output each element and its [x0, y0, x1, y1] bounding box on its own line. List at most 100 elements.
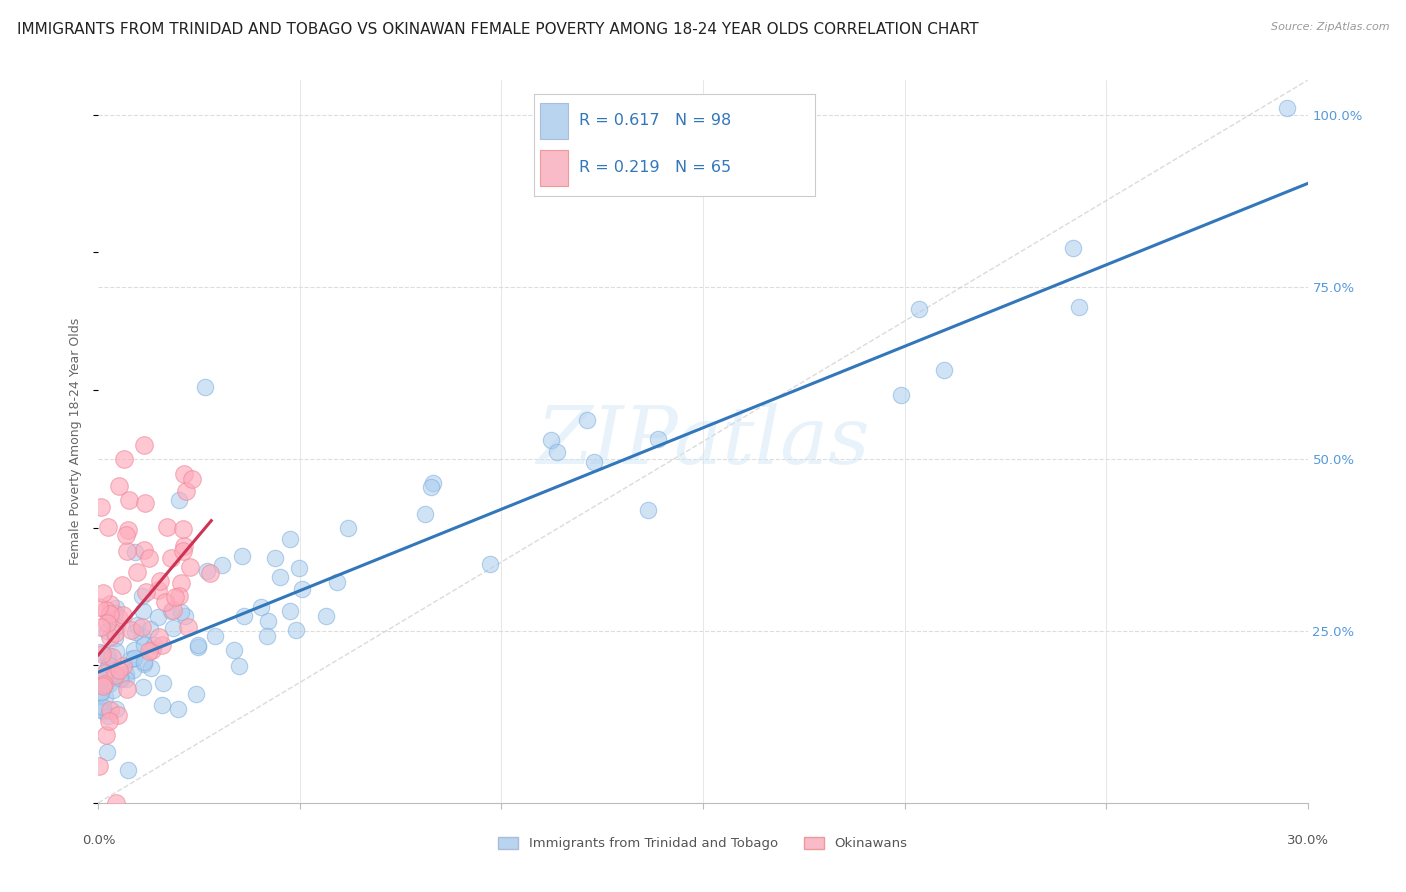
- Point: [90, 500, 112, 514]
- Text: 30.0%: 30.0%: [1286, 834, 1329, 847]
- Point: [150, 698, 173, 712]
- Point: [108, 611, 131, 625]
- Point: [278, 532, 301, 546]
- Point: [96, 615, 118, 630]
- Point: [98, 597, 121, 611]
- Point: [172, 522, 194, 536]
- Point: [98, 657, 121, 672]
- Point: [120, 623, 142, 637]
- Point: [89, 673, 111, 688]
- Point: [167, 589, 190, 603]
- Point: [125, 618, 148, 632]
- Point: [110, 578, 132, 592]
- Point: [139, 622, 162, 636]
- Point: [422, 476, 444, 491]
- Point: [177, 620, 200, 634]
- Point: [932, 363, 955, 377]
- Text: R = 0.617   N = 98: R = 0.617 N = 98: [579, 112, 731, 128]
- Point: [908, 301, 931, 316]
- Point: [231, 549, 253, 563]
- Point: [114, 666, 136, 681]
- Point: [124, 643, 146, 657]
- Point: [160, 550, 183, 565]
- Point: [256, 629, 278, 643]
- Point: [104, 702, 127, 716]
- Point: [187, 638, 209, 652]
- Point: [889, 387, 911, 401]
- Point: [107, 708, 129, 723]
- Point: [98, 714, 121, 728]
- Point: [222, 643, 245, 657]
- Point: [115, 672, 138, 686]
- Point: [156, 520, 179, 534]
- Point: [118, 493, 141, 508]
- Point: [131, 620, 153, 634]
- Point: [104, 625, 127, 640]
- Point: [96, 745, 118, 759]
- Point: [148, 630, 170, 644]
- FancyBboxPatch shape: [540, 150, 568, 186]
- Point: [269, 570, 291, 584]
- Point: [122, 651, 145, 665]
- Text: R = 0.219   N = 65: R = 0.219 N = 65: [579, 160, 731, 175]
- Point: [152, 675, 174, 690]
- Point: [117, 763, 139, 777]
- Point: [1062, 241, 1084, 255]
- Point: [110, 668, 132, 682]
- Point: [204, 629, 226, 643]
- Point: [479, 557, 502, 571]
- Point: [195, 564, 218, 578]
- Text: Source: ZipAtlas.com: Source: ZipAtlas.com: [1271, 22, 1389, 32]
- Point: [153, 595, 176, 609]
- Point: [94, 665, 117, 680]
- Point: [211, 558, 233, 572]
- Point: [174, 483, 197, 498]
- Point: [576, 413, 599, 427]
- Point: [97, 648, 120, 662]
- Point: [167, 493, 190, 508]
- Point: [97, 708, 120, 723]
- Point: [134, 657, 156, 672]
- Point: [167, 702, 190, 716]
- Point: [96, 603, 118, 617]
- Point: [91, 647, 114, 661]
- Point: [121, 651, 143, 665]
- Point: [101, 650, 124, 665]
- Point: [90, 703, 112, 717]
- Point: [90, 620, 112, 634]
- Point: [91, 679, 114, 693]
- Point: [87, 758, 110, 772]
- Point: [90, 671, 112, 685]
- Point: [90, 684, 112, 698]
- FancyBboxPatch shape: [540, 103, 568, 139]
- Point: [89, 645, 111, 659]
- Point: [97, 650, 120, 665]
- Point: [117, 523, 139, 537]
- Point: [91, 585, 114, 599]
- Point: [96, 624, 118, 639]
- Point: [105, 796, 128, 810]
- Point: [111, 658, 134, 673]
- Point: [159, 604, 181, 618]
- Point: [337, 521, 360, 535]
- Point: [125, 565, 148, 579]
- Point: [124, 624, 146, 639]
- Point: [184, 688, 207, 702]
- Point: [90, 686, 112, 700]
- Text: ZIPatlas: ZIPatlas: [536, 403, 870, 480]
- Point: [169, 576, 191, 591]
- Point: [104, 668, 127, 682]
- Point: [1277, 101, 1299, 115]
- Point: [173, 467, 195, 481]
- Point: [93, 690, 115, 704]
- Point: [1069, 300, 1091, 314]
- Point: [285, 623, 308, 637]
- Point: [104, 601, 127, 615]
- Point: [198, 566, 221, 581]
- Point: [143, 638, 166, 652]
- Point: [181, 472, 204, 486]
- Point: [150, 638, 173, 652]
- Point: [117, 682, 139, 697]
- Point: [131, 629, 153, 643]
- Point: [134, 495, 156, 509]
